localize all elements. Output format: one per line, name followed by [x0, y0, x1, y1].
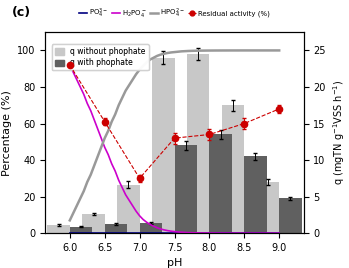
Bar [82, 214, 105, 233]
Bar [209, 135, 232, 233]
Bar [105, 224, 127, 233]
Y-axis label: Percentage (%): Percentage (%) [2, 90, 12, 176]
Bar [140, 223, 162, 233]
Bar [244, 157, 267, 233]
Legend: q without phophate, q with phophate: q without phophate, q with phophate [52, 44, 149, 70]
Legend: PO$_4^{3-}$, H$_2$PO$_4^-$, HPO$_4^{2-}$, Residual activity (%): PO$_4^{3-}$, H$_2$PO$_4^-$, HPO$_4^{2-}$… [76, 3, 273, 22]
Bar [47, 225, 70, 233]
Bar [187, 54, 209, 233]
X-axis label: pH: pH [167, 258, 182, 268]
Bar [174, 146, 197, 233]
Bar [117, 185, 140, 233]
Bar [70, 227, 92, 233]
Text: (c): (c) [12, 6, 31, 19]
Y-axis label: q (mgTN g$^{-1}$VSS h$^{-1}$): q (mgTN g$^{-1}$VSS h$^{-1}$) [332, 80, 347, 185]
Bar [257, 182, 279, 233]
Bar [222, 105, 244, 233]
Bar [279, 198, 302, 233]
Bar [152, 58, 174, 233]
